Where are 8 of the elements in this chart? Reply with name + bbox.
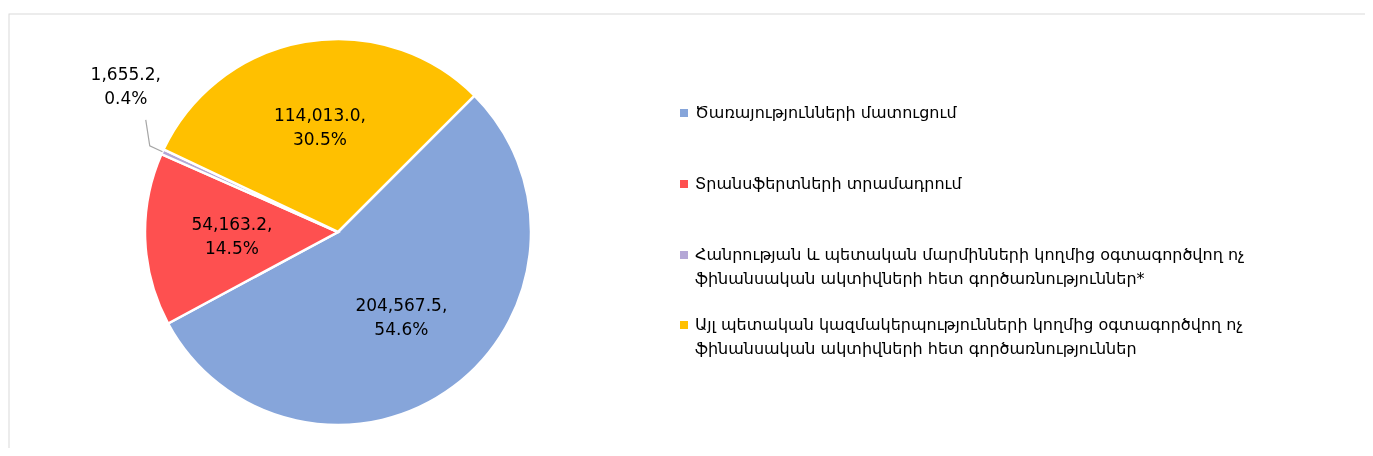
data-label: 114,013.0, 30.5% <box>273 105 366 150</box>
legend-label: Տրանսֆերտների տրամադրում <box>695 174 963 193</box>
legend-label: Այլ պետական կազմակերպությունների կողմից օգտագործվող ոչ ֆինանսական ակտիվների հետ գործառնություններ <box>695 315 1243 358</box>
legend-label: Ծառայությունների մատուցում <box>695 103 958 122</box>
data-label: 1,655.2, 0.4% <box>90 63 161 108</box>
data-label: 54,163.2, 14.5% <box>191 214 273 259</box>
legend-label: Հանրության և պետական մարմինների կողմից օգտագործվող ոչ ֆինանսական ակտիվների հետ գործառնություններ* <box>695 245 1245 288</box>
data-label: 204,567.5, 54.6% <box>355 295 448 340</box>
